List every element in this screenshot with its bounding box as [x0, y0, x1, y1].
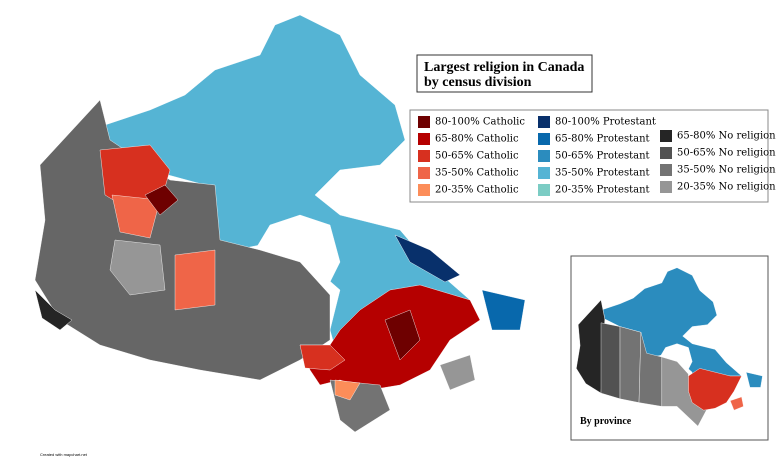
protestant-newfoundland [481, 289, 526, 331]
legend-swatch [418, 150, 430, 162]
legend-swatch [418, 167, 430, 179]
legend-swatch [538, 116, 550, 128]
legend-label: 50-65% Catholic [435, 151, 519, 162]
inset-sask [619, 326, 642, 403]
catholic-nw-dark [144, 184, 179, 216]
legend-swatch [660, 130, 672, 142]
title-line: Largest religion in Canada [424, 60, 584, 75]
legend-swatch [660, 181, 672, 193]
inset-bc [576, 299, 605, 394]
legend-swatch [538, 133, 550, 145]
legend-label: 80-100% Protestant [555, 117, 656, 128]
legend-swatch [538, 184, 550, 196]
catholic-quebec-dark [384, 309, 421, 361]
legend-swatch [418, 133, 430, 145]
inset-quebec [688, 368, 742, 411]
catholic-quebec [299, 284, 481, 391]
inset-label: By province [580, 416, 632, 427]
title-box [416, 54, 593, 93]
catholic-north-central [174, 249, 216, 311]
main-map [34, 14, 526, 433]
no-religion-light [109, 239, 166, 296]
legend: 80-100% Catholic 65-80% Catholic 50-65% Ca… [418, 116, 776, 196]
legend-label: 35-50% No religion [677, 165, 776, 176]
legend-label: 20-35% Catholic [435, 185, 519, 196]
catholic-ontario-south [334, 379, 361, 401]
legend-swatch [660, 164, 672, 176]
legend-label: 65-80% Protestant [555, 134, 650, 145]
legend-label: 65-80% Catholic [435, 134, 519, 145]
inset-map [576, 267, 763, 427]
inset-newfoundland [745, 371, 763, 388]
no-religion-coast [34, 289, 73, 331]
legend-swatch [538, 167, 550, 179]
legend-label: 20-35% Protestant [555, 185, 650, 196]
legend-swatch [660, 147, 672, 159]
legend-label: 20-35% No religion [677, 182, 776, 193]
inset-alberta [600, 322, 621, 400]
legend-label: 35-50% Protestant [555, 168, 650, 179]
legend-label: 35-50% Catholic [435, 168, 519, 179]
maritimes [439, 354, 476, 391]
legend-label: 50-65% Protestant [555, 151, 650, 162]
legend-label: 50-65% No religion [677, 148, 776, 159]
catholic-nw-light [111, 194, 161, 239]
legend-swatch [418, 184, 430, 196]
catholic-ontario-north [299, 344, 346, 371]
legend-label: 80-100% Catholic [435, 117, 525, 128]
legend-label: 65-80% No religion [677, 131, 776, 142]
legend-swatch [538, 150, 550, 162]
legend-box [409, 109, 769, 203]
title-line: by census division [424, 75, 532, 90]
legend-swatch [418, 116, 430, 128]
inset-maritimes [729, 396, 744, 411]
protestant-labrador [394, 234, 461, 283]
credit: Created with mapchart.net [40, 452, 88, 457]
